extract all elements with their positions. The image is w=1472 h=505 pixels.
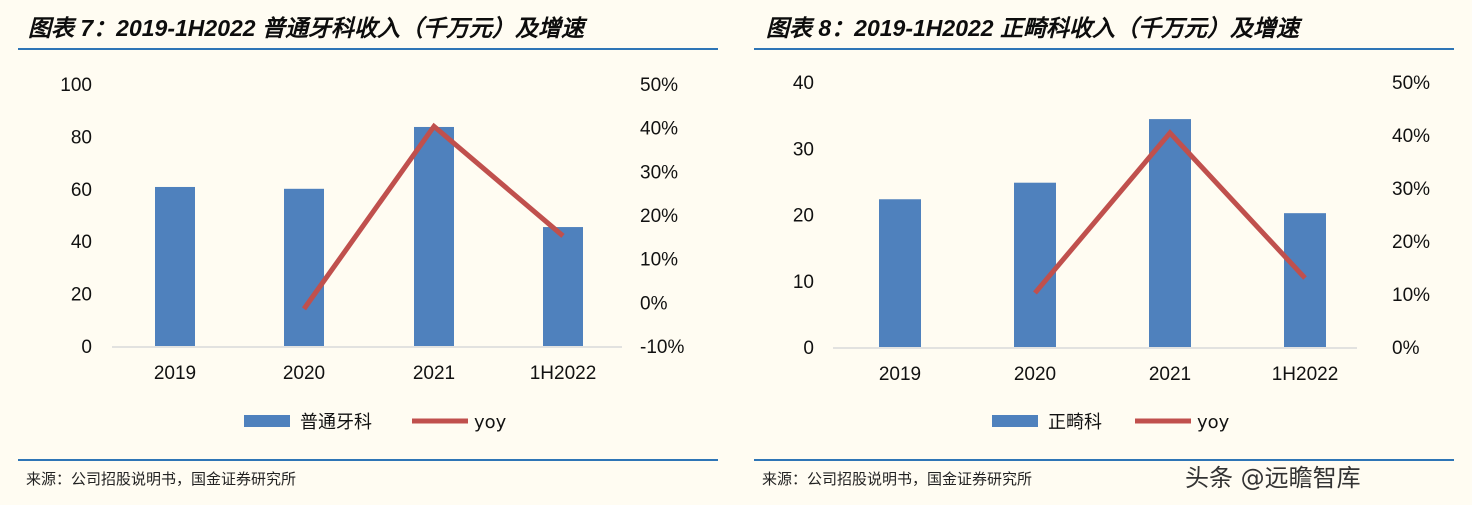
legend-bar-swatch	[992, 415, 1038, 427]
x-tick-label: 2020	[1014, 364, 1056, 385]
bar-1H2022	[1284, 213, 1326, 347]
y-tick-label: 0	[81, 337, 92, 358]
y-tick-label: 0	[803, 338, 814, 359]
y2-tick-label: 50%	[1392, 73, 1430, 94]
y-tick-label: 20	[793, 206, 814, 227]
legend-bar-label: 正畸科	[1048, 412, 1102, 433]
legend-line-label: yoy	[474, 412, 507, 433]
x-tick-label: 1H2022	[530, 363, 597, 384]
chart-title: 图表 7：2019-1H2022 普通牙科收入（千万元）及增速	[28, 15, 588, 41]
y-tick-label: 40	[793, 73, 814, 94]
bar-2019	[879, 199, 921, 347]
y-tick-label: 40	[71, 232, 92, 253]
y2-tick-label: -10%	[640, 337, 684, 358]
y2-tick-label: 0%	[1392, 338, 1420, 359]
bar-1H2022	[543, 227, 583, 346]
source-rule	[754, 459, 1454, 461]
x-tick-label: 1H2022	[1272, 364, 1339, 385]
y2-tick-label: 10%	[1392, 285, 1430, 306]
y2-tick-label: 50%	[640, 75, 678, 96]
y2-tick-label: 30%	[1392, 179, 1430, 200]
title-rule	[18, 48, 718, 50]
x-tick-label: 2020	[283, 363, 325, 384]
legend-bar-swatch	[244, 415, 290, 427]
bar-2021	[414, 126, 454, 346]
y-tick-label: 20	[71, 285, 92, 306]
source-rule	[18, 459, 718, 461]
y2-tick-label: 40%	[1392, 126, 1430, 147]
source-text: 来源：公司招股说明书，国金证券研究所	[762, 470, 1032, 488]
x-tick-label: 2021	[1149, 364, 1191, 385]
watermark: 头条 @远瞻智库	[1185, 464, 1361, 492]
y-tick-label: 60	[71, 180, 92, 201]
bar-2020	[1014, 182, 1056, 347]
y-tick-label: 30	[793, 139, 814, 160]
bar-2020	[284, 188, 324, 346]
bar-2019	[155, 186, 195, 346]
x-tick-label: 2021	[413, 363, 455, 384]
y2-tick-label: 20%	[640, 206, 678, 227]
legend-bar-label: 普通牙科	[300, 412, 372, 433]
x-tick-label: 2019	[154, 363, 196, 384]
y2-tick-label: 20%	[1392, 232, 1430, 253]
legend-line-label: yoy	[1197, 412, 1230, 433]
x-tick-label: 2019	[879, 364, 921, 385]
y-tick-label: 100	[60, 75, 92, 96]
chart-title: 图表 8：2019-1H2022 正畸科收入（千万元）及增速	[766, 15, 1303, 41]
y2-tick-label: 30%	[640, 162, 678, 183]
bar-2021	[1149, 119, 1191, 347]
source-text: 来源：公司招股说明书，国金证券研究所	[26, 470, 296, 488]
title-rule	[754, 48, 1454, 50]
y2-tick-label: 10%	[640, 250, 678, 271]
y-tick-label: 10	[793, 272, 814, 293]
y-tick-label: 80	[71, 127, 92, 148]
y2-tick-label: 0%	[640, 293, 668, 314]
y2-tick-label: 40%	[640, 119, 678, 140]
